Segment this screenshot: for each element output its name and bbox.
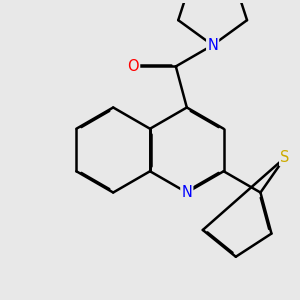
Text: N: N: [207, 38, 218, 53]
Text: O: O: [128, 59, 139, 74]
Text: N: N: [182, 185, 192, 200]
Text: S: S: [280, 150, 289, 165]
